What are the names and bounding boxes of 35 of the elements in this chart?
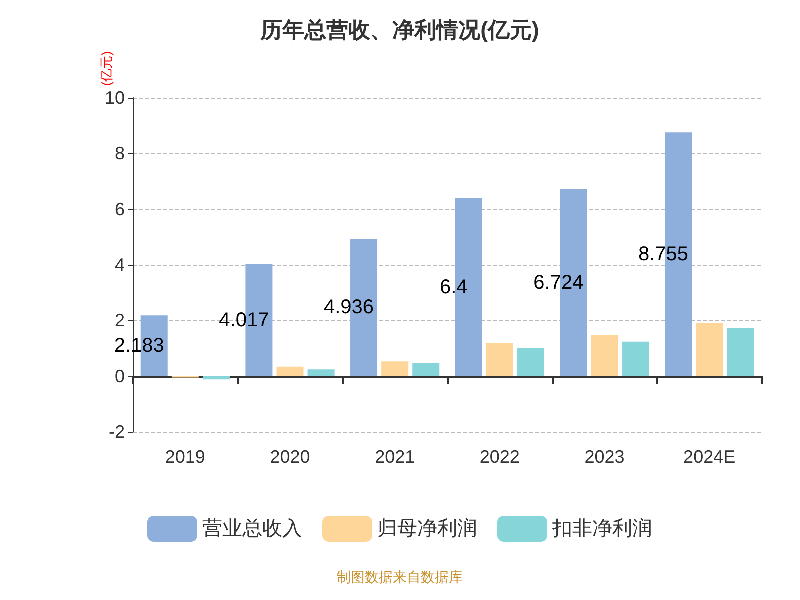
bar	[696, 323, 724, 376]
y-axis-title: (亿元)	[99, 51, 114, 86]
bar	[727, 328, 754, 376]
bar	[382, 362, 409, 376]
x-tick-label: 2023	[584, 447, 625, 467]
x-tick-label: 2021	[375, 447, 416, 467]
bar	[412, 363, 440, 376]
legend-label: 营业总收入	[202, 518, 302, 540]
bar	[622, 342, 650, 376]
x-tick-label: 2022	[480, 447, 520, 467]
y-tick-label: 0	[114, 366, 125, 386]
bar	[517, 348, 544, 376]
x-tick-label: 2020	[270, 447, 310, 467]
bar	[486, 343, 514, 376]
y-tick-label: 10	[104, 88, 125, 108]
bar	[202, 376, 230, 380]
y-tick-label: 8	[114, 144, 125, 164]
x-tick-label: 2024E	[684, 447, 736, 467]
legend-label: 归母净利润	[378, 518, 478, 540]
data-label: 6.724	[534, 272, 584, 294]
text: 制图数据来自数据库	[337, 569, 463, 585]
y-tick-label: -2	[108, 422, 125, 442]
y-tick-label: 4	[114, 255, 125, 275]
legend-label: 扣非净利润	[552, 518, 652, 540]
bar	[276, 366, 304, 376]
x-tick-label: 2019	[165, 447, 206, 467]
chart-title: 历年总营收、净利情况(亿元)	[260, 18, 540, 42]
bar	[591, 335, 618, 376]
data-label: 8.755	[638, 243, 689, 266]
data-label: 4.017	[219, 309, 270, 332]
y-tick-label: 6	[114, 199, 125, 220]
y-tick-label: 2	[114, 310, 125, 331]
data-label: 4.936	[324, 296, 374, 319]
bar	[308, 370, 335, 376]
data-label: 6.4	[440, 276, 468, 298]
